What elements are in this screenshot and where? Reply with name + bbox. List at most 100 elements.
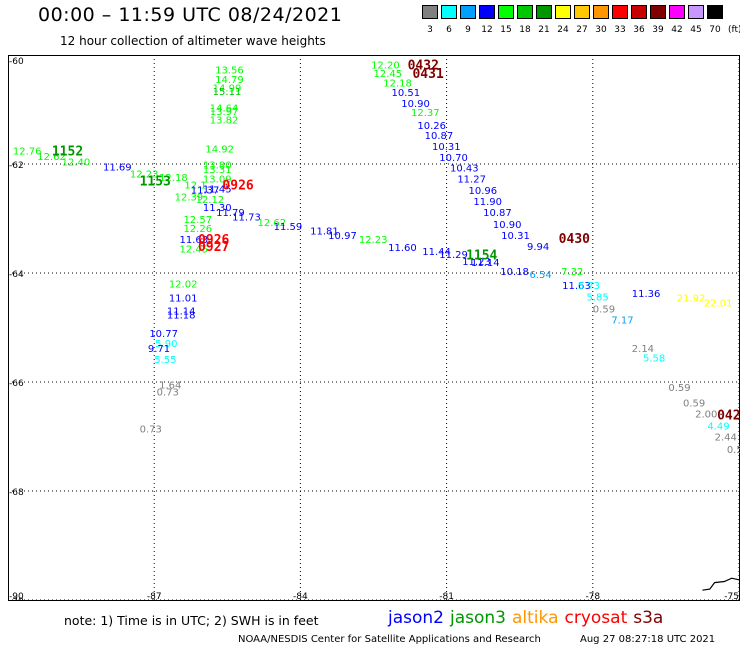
legend-swatch: [574, 5, 590, 19]
wave-height-label: 13.80: [203, 161, 232, 172]
legend-swatch: [441, 5, 457, 19]
wave-height-label: 12.39: [175, 193, 204, 204]
wave-height-label: 0.59: [593, 304, 615, 315]
wave-height-label: 11.73: [232, 212, 261, 223]
wave-height-label: 21.92: [677, 294, 706, 305]
wave-height-label: 5.73: [578, 281, 600, 292]
satellite-name: s3a: [633, 608, 664, 628]
legend-label: 18: [519, 25, 531, 35]
wave-height-label: 12.18: [383, 78, 412, 89]
legend-label: 12: [481, 25, 493, 35]
wave-height-label: 11.14: [471, 258, 500, 269]
legend-swatch: [517, 5, 533, 19]
legend-label: 3: [427, 25, 433, 35]
wave-height-label: 10.90: [493, 220, 522, 231]
wave-height-label: 11.90: [473, 197, 502, 208]
wave-height-label: 11.63: [562, 281, 591, 292]
legend-swatch: [593, 5, 609, 19]
pass-time-labels: 1152115309260926092711540430043204310429: [52, 58, 740, 423]
wave-height-label: 11.18: [167, 310, 196, 321]
wave-height-label: 9.71: [148, 344, 170, 355]
legend-label: 27: [576, 25, 588, 35]
wave-height-label: 11.59: [274, 222, 303, 233]
wave-height-label: 14.79: [215, 75, 244, 86]
wave-height-label: 12.62: [258, 218, 287, 229]
wave-height-label: 11.79: [216, 208, 245, 219]
wave-height-label: 5.58: [643, 353, 665, 364]
wave-height-label: 10.31: [432, 142, 461, 153]
wave-height-label: 5.85: [586, 292, 608, 303]
wave-height-label: 0.59: [683, 399, 705, 410]
wave-height-label: 14.64: [210, 103, 239, 114]
wave-height-label: 1.64: [159, 381, 181, 392]
wave-height-label: 12.23: [130, 169, 159, 180]
wave-height-label: 12.23: [359, 235, 388, 246]
legend-swatch: [498, 5, 514, 19]
wave-height-label: 12.02: [169, 279, 198, 290]
legend-label: 70: [709, 25, 721, 35]
wave-height-label: 11.01: [169, 294, 198, 305]
wave-height-label: 14.92: [205, 145, 234, 156]
wave-height-label: 11.60: [388, 243, 417, 254]
legend-label: 30: [595, 25, 607, 35]
legend-swatch: [669, 5, 685, 19]
wave-height-label: 12.40: [62, 157, 91, 168]
page-subtitle: 12 hour collection of altimeter wave hei…: [60, 34, 326, 48]
wave-height-label: 12.26: [183, 224, 212, 235]
page-title: 00:00 – 11:59 UTC 08/24/2021: [38, 4, 343, 26]
lat-tick-label: -66: [9, 379, 24, 389]
wave-height-label: 15.11: [213, 87, 242, 98]
wave-height-label: 6.54: [529, 270, 551, 281]
legend-swatch: [707, 5, 723, 19]
satellite-name: altika: [512, 608, 559, 628]
lon-tick-label: -81: [439, 592, 454, 601]
satellite-name: jason3: [450, 608, 506, 628]
wave-height-label: 9.94: [527, 242, 549, 253]
wave-height-label: 12.57: [183, 215, 212, 226]
wave-height-label: 0.59: [727, 445, 740, 456]
pass-time-label: 0429: [717, 409, 740, 424]
wave-height-label: 11.69: [103, 163, 132, 174]
wave-height-label: 2.14: [632, 344, 654, 355]
lon-tick-label: -84: [293, 592, 308, 601]
wave-height-label: 0.73: [140, 424, 162, 435]
wave-height-label: 5.55: [154, 355, 176, 366]
lon-tick-label: -75: [724, 592, 739, 601]
wave-height-label: 11.29: [439, 250, 468, 261]
legend-swatch: [422, 5, 438, 19]
legend-swatch: [460, 5, 476, 19]
wave-height-label: 11.81: [310, 226, 339, 237]
wave-height-label: 11.23: [462, 257, 491, 268]
legend-label: 39: [652, 25, 664, 35]
pass-time-label: 0926: [222, 179, 253, 194]
wave-height-label: 13.97: [210, 107, 239, 118]
wave-height-label: 10.87: [425, 131, 454, 142]
generation-timestamp: Aug 27 08:27:18 UTC 2021: [580, 634, 716, 645]
wave-height-label: 10.77: [149, 329, 178, 340]
wave-height-label: 11.44: [422, 247, 451, 258]
pass-time-label: 0432: [408, 58, 439, 73]
wave-height-label: 4.49: [707, 422, 729, 433]
wave-height-label: 2.44: [715, 433, 737, 444]
map-grid: [8, 55, 740, 601]
pass-time-label: 1152: [52, 144, 83, 159]
wave-height-label: 12.45: [180, 244, 209, 255]
wave-height-label: 10.51: [392, 88, 421, 99]
pass-time-label: 1154: [466, 248, 497, 263]
wave-height-label: 10.70: [439, 153, 468, 164]
wave-height-label: 0.73: [157, 387, 179, 398]
wave-height-label: 13.09: [203, 175, 232, 186]
legend-label: 6: [446, 25, 452, 35]
credit-line: NOAA/NESDIS Center for Satellite Applica…: [238, 634, 541, 645]
wave-height-label: 10.90: [401, 99, 430, 110]
wave-height-label: 12.20: [371, 60, 400, 71]
wave-height-label: 12.62: [37, 152, 66, 163]
wave-height-label: 10.96: [469, 186, 498, 197]
legend-swatch: [631, 5, 647, 19]
wave-height-label: 13.31: [203, 165, 232, 176]
land-outline: [702, 577, 740, 591]
wave-height-label: 10.43: [450, 163, 479, 174]
lon-tick-label: -90: [9, 592, 24, 601]
legend-label: 42: [671, 25, 683, 35]
